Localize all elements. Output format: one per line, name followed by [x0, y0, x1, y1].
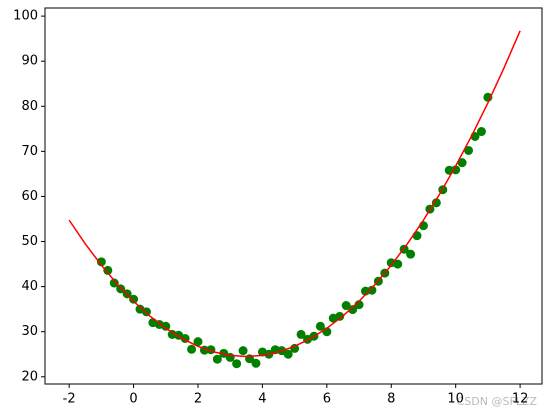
- y-tick-label: 80: [21, 99, 38, 114]
- scatter-point: [187, 344, 197, 354]
- scatter-point: [212, 354, 222, 364]
- y-tick-label: 20: [21, 369, 38, 384]
- x-tick-label: 4: [258, 392, 266, 407]
- scatter-point: [412, 231, 422, 241]
- scatter-point: [238, 346, 248, 356]
- y-tick-label: 30: [21, 324, 38, 339]
- scatter-point: [335, 311, 345, 321]
- y-tick-label: 100: [13, 9, 38, 24]
- y-tick-label: 40: [21, 279, 38, 294]
- scatter-point: [96, 257, 106, 267]
- scatter-point: [406, 249, 416, 259]
- scatter-point: [129, 294, 139, 304]
- y-tick-label: 90: [21, 54, 38, 69]
- scatter-point: [348, 305, 358, 315]
- x-tick-label: -2: [63, 392, 76, 407]
- scatter-point: [315, 321, 325, 331]
- scatter-point: [451, 165, 461, 175]
- scatter-point: [341, 301, 351, 311]
- watermark: CSDN @SFLZZ: [457, 395, 538, 408]
- x-tick-label: 10: [447, 392, 464, 407]
- y-tick-label: 60: [21, 189, 38, 204]
- scatter-point: [103, 265, 113, 275]
- x-tick-label: 6: [323, 392, 331, 407]
- scatter-point: [367, 285, 377, 295]
- scatter-point: [283, 349, 293, 359]
- scatter-point: [464, 145, 474, 155]
- scatter-point: [232, 359, 242, 369]
- x-tick-label: 12: [512, 392, 529, 407]
- plot-frame: [44, 7, 543, 385]
- x-tick-label: 2: [194, 392, 202, 407]
- scatter-point: [296, 329, 306, 339]
- scatter-point: [431, 198, 441, 208]
- x-tick-label: 8: [387, 392, 395, 407]
- y-tick-label: 70: [21, 144, 38, 159]
- scatter-point: [476, 127, 486, 137]
- scatter-point: [251, 358, 261, 368]
- fit-line: [68, 30, 521, 358]
- scatter-point: [393, 259, 403, 269]
- scatter-point: [290, 343, 300, 353]
- y-tick-label: 50: [21, 234, 38, 249]
- scatter-point: [457, 158, 467, 168]
- scatter-point: [193, 337, 203, 347]
- x-tick-label: 0: [129, 392, 137, 407]
- scatter-point: [109, 278, 119, 288]
- scatter-point: [161, 321, 171, 331]
